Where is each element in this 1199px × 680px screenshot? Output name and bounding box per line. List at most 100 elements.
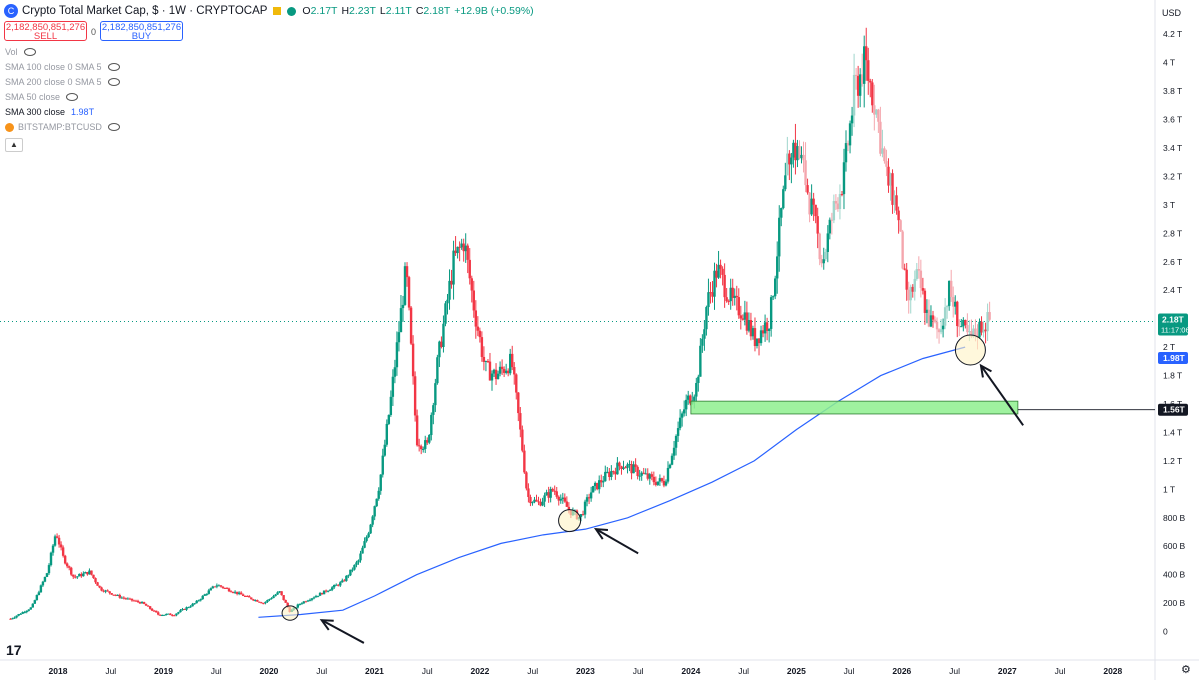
buy-price: 2,182,850,851,276: [101, 22, 182, 33]
candle-body: [482, 356, 486, 363]
candle-body: [76, 576, 79, 578]
candle-body: [771, 296, 775, 298]
candle-body: [381, 455, 384, 475]
candle-body: [23, 612, 26, 614]
candle-body: [986, 312, 989, 332]
x-tick-label: Jul: [316, 666, 327, 676]
candle-body: [422, 448, 425, 450]
candle-body: [585, 497, 589, 502]
x-tick-label: 2021: [365, 666, 384, 676]
candle-body: [848, 123, 852, 146]
candle-body: [9, 618, 12, 620]
legend-item-vol[interactable]: Vol: [5, 47, 36, 57]
collapse-legend-button[interactable]: ▲: [5, 138, 23, 152]
candle-body: [885, 161, 888, 167]
candle-body: [666, 467, 670, 482]
candle-body: [873, 105, 876, 115]
level-value-badge: [1158, 403, 1188, 416]
candle-body: [486, 360, 490, 362]
candle-body: [345, 575, 348, 581]
candle-body: [201, 595, 204, 600]
candle-body: [927, 309, 931, 327]
candle-body: [124, 598, 128, 600]
candle-body: [529, 496, 532, 504]
candle-body: [723, 274, 726, 298]
candle-body: [494, 369, 498, 380]
candle-body: [61, 547, 65, 556]
candle-body: [881, 148, 884, 154]
candle-body: [274, 594, 277, 597]
candle-body: [513, 367, 516, 375]
candle-body: [765, 322, 769, 331]
candle-body: [565, 501, 569, 507]
candle-body: [322, 590, 326, 595]
x-tick-label: 2023: [576, 666, 595, 676]
candle-body: [537, 501, 540, 503]
candle-body: [602, 481, 605, 483]
sell-label: SELL: [33, 31, 58, 42]
gear-icon[interactable]: ⚙: [1181, 664, 1191, 676]
candle-body: [553, 490, 556, 492]
candle-body: [195, 600, 198, 604]
tradingview-logo-icon[interactable]: 17: [6, 642, 22, 658]
candle-body: [587, 497, 591, 499]
candle-body: [343, 580, 346, 582]
candle-body: [860, 74, 864, 84]
sell-button[interactable]: 2,182,850,851,276 SELL: [4, 21, 87, 41]
candle-body: [367, 533, 370, 538]
legend-item-sma300[interactable]: SMA 300 close 1.98T: [5, 107, 94, 117]
candle-body: [476, 326, 480, 331]
legend-item-btcusd[interactable]: BITSTAMP:BTCUSD: [5, 122, 120, 132]
candle-body: [632, 464, 635, 474]
y-tick-label: 2 T: [1163, 342, 1175, 352]
candle-body: [359, 553, 362, 561]
candle-body: [282, 595, 285, 600]
candle-body: [600, 480, 603, 483]
legend-item-sma100[interactable]: SMA 100 close 0 SMA 5: [5, 62, 120, 72]
legend-item-sma50[interactable]: SMA 50 close: [5, 92, 79, 102]
candle-body: [606, 471, 609, 473]
currency-label: USD: [1162, 8, 1182, 18]
x-tick-label: Jul: [1055, 666, 1066, 676]
candle-body: [638, 475, 641, 477]
symbol-title[interactable]: Crypto Total Market Cap, $ · 1W · CRYPTO…: [22, 5, 268, 17]
candle-body: [426, 440, 429, 443]
eye-icon[interactable]: [23, 48, 36, 56]
candle-body: [695, 382, 698, 397]
candle-body: [652, 476, 656, 483]
candle-body: [349, 569, 352, 576]
legend-item-sma200[interactable]: SMA 200 close 0 SMA 5: [5, 77, 120, 87]
candle-body: [763, 322, 767, 334]
candle-body: [31, 603, 34, 608]
candle-body: [626, 464, 629, 468]
annotation-arrow: [980, 365, 1024, 426]
buy-button[interactable]: 2,182,850,851,276 BUY: [100, 21, 183, 41]
x-tick-label: 2020: [260, 666, 279, 676]
x-tick-label: 2024: [681, 666, 700, 676]
candle-body: [51, 545, 55, 553]
sell-price: 2,182,850,851,276: [5, 22, 86, 33]
candle-body: [98, 585, 101, 588]
candle-body: [88, 570, 91, 575]
candle-body: [929, 315, 933, 327]
eye-icon[interactable]: [66, 93, 79, 101]
arrow-head: [979, 363, 992, 378]
candle-body: [545, 492, 548, 496]
eye-icon[interactable]: [107, 78, 120, 86]
candle-body: [11, 618, 14, 620]
candle-body: [478, 330, 482, 338]
candle-body: [256, 600, 259, 602]
candle-body: [82, 573, 85, 577]
candle-body: [159, 614, 162, 616]
candle-body: [341, 580, 344, 583]
candle-body: [800, 154, 803, 159]
candle-body: [836, 203, 840, 210]
candle-body: [834, 201, 838, 204]
candle-body: [743, 312, 747, 320]
eye-icon[interactable]: [107, 63, 120, 71]
eye-icon[interactable]: [107, 123, 120, 131]
highlight-circle: [954, 334, 986, 366]
candle-body: [701, 338, 704, 346]
chart-header: C Crypto Total Market Cap, $ · 1W · CRYP…: [4, 4, 538, 18]
